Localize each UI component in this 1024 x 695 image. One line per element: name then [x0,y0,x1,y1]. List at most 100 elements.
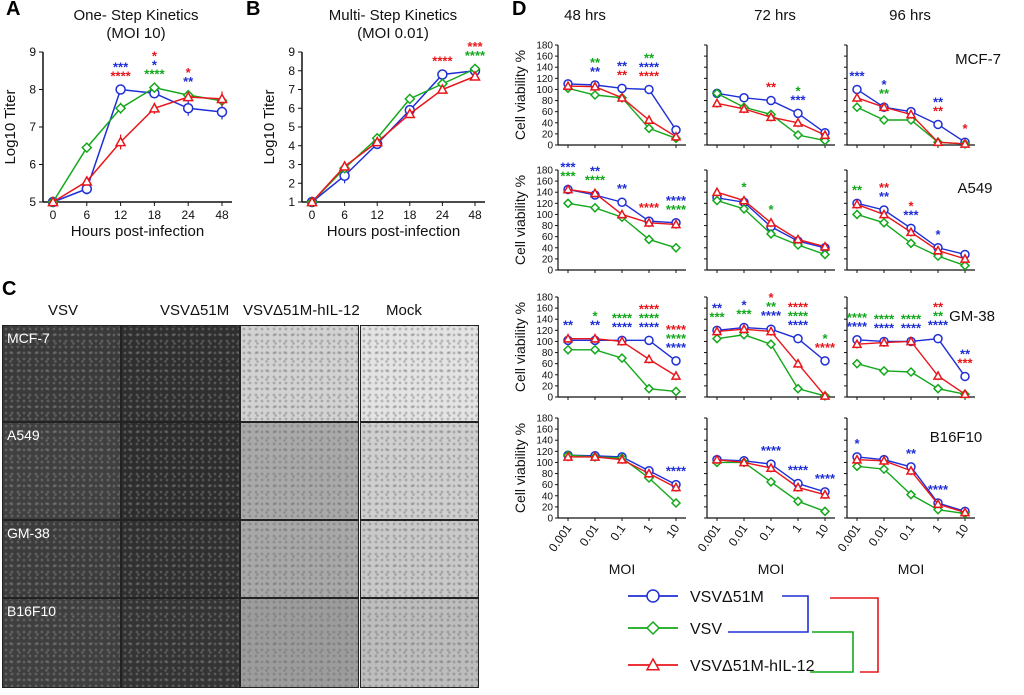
significance-marker: ** [563,318,574,333]
significance-marker: ** [712,300,723,315]
significance-marker: **** [901,320,922,335]
series-red [711,97,831,140]
viability-subplot: **** **** **** 0.001 0.01 0.1 1 10 MOI [695,417,836,577]
vsvd51m-point [115,84,126,95]
vsv-point [851,102,863,113]
bracket-red [830,597,879,673]
vsv-point [905,366,917,378]
legend-label: VSVΔ51M-hIL-12 [690,658,815,675]
significance-marker: **** [847,319,868,334]
significance-marker: * [768,290,774,305]
significance-marker: *** [903,207,919,222]
vsv-point [792,496,804,507]
significance-marker: ** [590,163,601,178]
hil12-point [670,131,682,141]
y-tick-label: 0 [547,266,553,277]
y-tick-label: 140 [536,188,553,199]
y-axis-label: Cell viability % [512,423,528,513]
micrograph-row-label-a549: A549 [7,427,40,443]
viability-subplot: 020406080100120140160180****************… [536,41,686,152]
hil12-point [371,135,383,147]
viability-subplot: ** [704,169,835,273]
vsv-point [878,365,890,376]
hil12-point [589,451,601,461]
vsvd51m-point [739,93,749,103]
series-blue [563,79,681,135]
hil12-point [959,506,971,517]
micrograph-image [360,520,479,598]
significance-marker: ** [766,80,777,95]
y-tick-label: 180 [536,293,553,304]
x-tick-label: 12 [114,208,128,222]
hil12-point [338,160,351,171]
micrograph-col-vsvd51m-hil12: VSVΔ51M-hIL-12 [243,302,360,319]
significance-marker: ** [617,67,628,82]
viability-subplot: *********** [844,44,975,149]
significance-marker: ** [879,189,890,204]
y-tick-label: 60 [542,107,554,118]
y-axis-label: Log10 Titer [261,89,278,164]
x-tick-label: 10 [812,521,831,540]
vsv-point [851,358,863,369]
x-tick-label: 6 [83,208,90,222]
micrograph-row-label-gm38: GM-38 [7,525,50,541]
y-tick-label: 9 [288,45,295,59]
series-blue [47,84,228,208]
significance-marker: **** [639,310,660,325]
hil12-point [792,358,804,368]
y-axis-label: Cell viability % [512,50,528,140]
chart-title: One- Step Kinetics [73,7,198,24]
vsvd51m-point [617,197,627,207]
vsv-point [851,461,863,472]
micrograph-image: GM-38 [2,520,121,598]
significance-marker: ** [933,309,944,324]
hil12-point [643,217,655,227]
significance-marker: * [741,180,747,195]
y-tick-label: 5 [29,195,36,209]
hil12-point [765,462,777,472]
x-axis-label: Hours post-infection [71,223,204,240]
micrograph-image [121,520,240,598]
hil12-point [404,107,416,119]
hil12-point [616,454,628,464]
vsv-point [878,217,890,228]
vsv-point [792,383,804,394]
bracket-green [810,631,854,673]
y-tick-label: 120 [536,74,553,85]
y-tick-label: 20 [542,502,554,513]
y-tick-label: 8 [288,64,295,78]
significance-marker: ** [644,50,655,65]
hil12-point [765,217,777,227]
series-green [851,209,971,271]
vsvd51m-point [216,106,228,118]
y-tick-label: 100 [536,210,553,221]
significance-marker: *** [709,309,725,324]
micrograph-image: A549 [2,422,121,520]
y-tick-label: 60 [542,480,554,491]
x-tick-label: 6 [341,208,348,222]
hil12-point [589,81,601,91]
significance-marker: **** [585,172,606,187]
hil12-point [469,70,481,81]
significance-marker: *** [790,92,806,107]
y-tick-label: 140 [536,436,553,447]
x-tick-label: 48 [468,208,482,222]
chart-cell-viability-grid: 48 hrs 72 hrs 96 hrs Cell viability % MCF-7 0… [512,7,1001,675]
hil12-point [878,101,890,112]
significance-marker: * [592,309,598,324]
micrograph-row-label-b16f10: B16F10 [7,603,57,619]
hil12-point [711,454,723,464]
x-tick-label: 10 [952,521,971,540]
hil12-point [959,138,971,148]
series-red [851,335,971,399]
significance-marker: **** [666,202,687,217]
significance-marker: ** [933,94,944,109]
y-axis-label: Log10 Titer [2,89,19,164]
significance-marker: ** [879,180,890,195]
significance-marker: **** [847,310,868,325]
significance-marker: * [152,49,158,64]
panel-label-d: D [512,0,527,20]
significance-marker: **** [666,464,687,479]
y-tick-label: 120 [536,447,553,458]
significance-marker: ** [933,103,944,118]
